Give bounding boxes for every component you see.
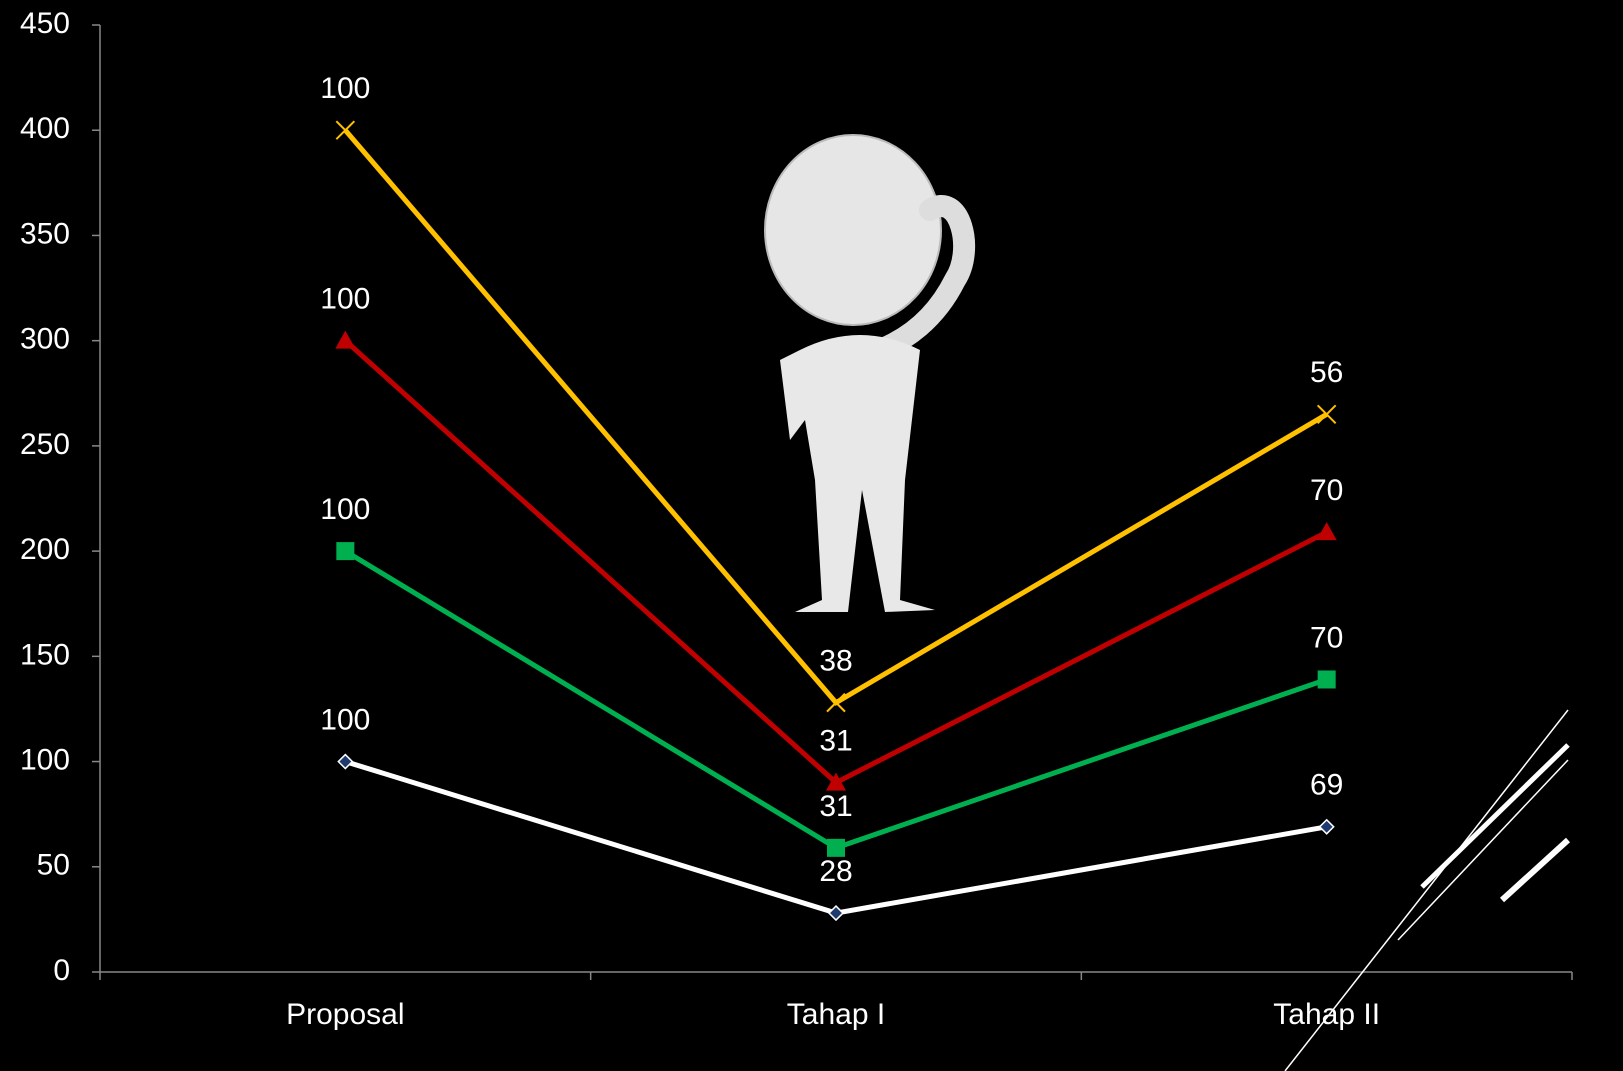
- y-tick-label: 50: [37, 849, 70, 882]
- data-label: 100: [320, 703, 370, 736]
- data-label: 69: [1310, 769, 1343, 802]
- data-label: 100: [320, 493, 370, 526]
- y-tick-label: 100: [20, 743, 70, 776]
- y-tick-label: 450: [20, 7, 70, 40]
- y-tick-label: 400: [20, 112, 70, 145]
- data-label: 70: [1310, 474, 1343, 507]
- point: [336, 542, 355, 561]
- point: [826, 692, 846, 713]
- data-label: 56: [1310, 356, 1343, 389]
- y-tick-label: 150: [20, 638, 70, 671]
- point: [1317, 670, 1336, 689]
- data-label: 28: [819, 855, 852, 888]
- y-tick-label: 200: [20, 533, 70, 566]
- y-tick-label: 0: [53, 954, 70, 987]
- point: [335, 330, 356, 349]
- x-tick-label: Tahap II: [1273, 998, 1380, 1031]
- y-tick-label: 350: [20, 217, 70, 250]
- point: [1316, 522, 1337, 541]
- x-tick-label: Tahap I: [787, 998, 885, 1031]
- data-label: 31: [819, 725, 852, 758]
- point: [827, 905, 845, 922]
- point: [827, 838, 845, 857]
- point: [335, 120, 356, 140]
- data-label: 100: [320, 283, 370, 316]
- data-label: 100: [320, 72, 370, 105]
- y-tick-label: 300: [20, 323, 70, 356]
- x-tick-label: Proposal: [286, 998, 404, 1031]
- y-tick-label: 250: [20, 428, 70, 461]
- data-label: 31: [819, 790, 852, 823]
- thinking-figure: [764, 134, 976, 612]
- decor-lines: [1284, 709, 1571, 1071]
- point: [1316, 404, 1337, 425]
- data-label: 70: [1310, 621, 1343, 654]
- data-label: 38: [819, 645, 852, 678]
- point: [1318, 818, 1335, 835]
- point: [337, 753, 354, 770]
- point: [826, 772, 846, 791]
